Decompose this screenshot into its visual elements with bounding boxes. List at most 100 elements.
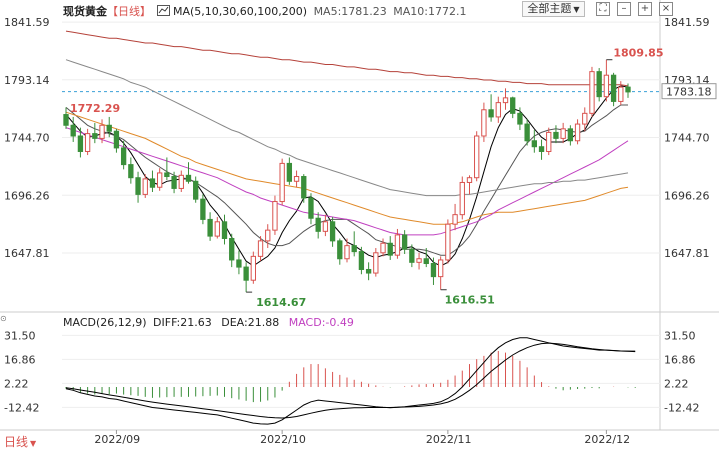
candle-body: [517, 112, 523, 125]
price-tick-left: 1647.81: [4, 247, 50, 260]
last-price-box: [661, 83, 717, 100]
candle-body: [596, 71, 602, 98]
price-tick-left: 1793.14: [4, 74, 50, 87]
candle-body: [193, 180, 199, 200]
candle-body: [474, 135, 480, 179]
candle-body: [243, 266, 249, 281]
macd-panel: [65, 337, 636, 425]
ma-line-ma60: [65, 127, 629, 236]
candle-body: [135, 177, 141, 195]
candle-body: [574, 123, 581, 142]
candle-body: [265, 229, 271, 242]
price-annotations: 1809.85 1772.29 1783.18 1614.67 1616.51: [70, 47, 717, 309]
macd-tick-left: 16.86: [4, 353, 36, 366]
period-tag[interactable]: 【日线】: [107, 5, 151, 18]
candle-body: [70, 124, 76, 137]
candle-body: [589, 71, 595, 114]
price-tick-left: 1696.26: [4, 189, 50, 202]
candle-body: [301, 176, 307, 199]
dea-value: DEA:21.88: [221, 316, 280, 329]
candle-body: [329, 221, 336, 242]
panel-divider-icon[interactable]: ⊙: [0, 314, 7, 323]
ma-indicator-icon[interactable]: [156, 5, 170, 16]
candle-body: [207, 218, 213, 237]
macd-tick-left: 2.22: [4, 377, 29, 390]
high-label: 1809.85: [613, 47, 663, 60]
candle-body: [524, 123, 530, 142]
ma5-value: MA5:1781.23: [313, 5, 387, 18]
candle-body: [171, 176, 177, 189]
candle-body: [164, 172, 170, 178]
ma-label: MA(5,10,30,60,100,200): [173, 5, 308, 18]
price-tick-right: 1647.81: [664, 247, 710, 260]
candle-body: [279, 162, 285, 203]
candle-body: [538, 146, 545, 152]
period-selector[interactable]: 日线 ▼: [4, 433, 36, 450]
low-label: 1616.51: [445, 294, 495, 307]
fullscreen-icon[interactable]: ⛶: [596, 2, 610, 16]
diff-line: [65, 337, 636, 425]
candle-body: [560, 128, 566, 139]
candle-body: [272, 201, 278, 231]
candle-body: [567, 128, 574, 142]
candle-body: [149, 178, 156, 188]
macd-tick-right: 31.50: [664, 329, 696, 342]
candle-body: [438, 259, 444, 278]
candle-body: [77, 135, 84, 152]
candle-body: [128, 164, 134, 179]
price-tick-right: 1841.59: [664, 16, 710, 29]
add-icon[interactable]: +: [638, 2, 652, 16]
candle-body: [257, 240, 264, 257]
theme-dropdown[interactable]: 全部主题 ▼: [522, 1, 585, 17]
chevron-down-icon: ▼: [30, 439, 37, 448]
ma10-value: MA10:1772.1: [393, 5, 467, 18]
candle-body: [445, 223, 451, 261]
candle-body: [236, 259, 242, 268]
close-icon[interactable]: ×: [659, 2, 673, 16]
candle-body: [322, 221, 329, 232]
macd-value: MACD:-0.49: [288, 316, 354, 329]
candle-body: [430, 263, 437, 278]
candle-body: [546, 131, 552, 152]
macd-tick-right: 2.22: [664, 377, 689, 390]
candle-body: [315, 217, 321, 232]
candle-body: [142, 178, 148, 195]
candle-body: [293, 176, 300, 182]
candle-body: [452, 214, 458, 225]
candlesticks: [63, 59, 631, 293]
candle-body: [120, 147, 127, 166]
candle-body: [92, 133, 98, 139]
last-price-label: 1783.18: [666, 86, 712, 99]
chevron-down-icon: ▼: [573, 5, 580, 14]
macd-tick-left: 31.50: [4, 329, 36, 342]
candle-body: [99, 124, 105, 139]
candle-body: [409, 248, 415, 263]
candle-body: [344, 245, 350, 260]
candle-body: [610, 74, 617, 102]
time-tick-label: 2022/12: [584, 433, 630, 446]
macd-header: MACD(26,12,9) DIFF:21.63 DEA:21.88 MACD:…: [63, 316, 354, 329]
candle-body: [200, 198, 206, 220]
candle-body: [373, 252, 379, 274]
candle-body: [387, 242, 393, 256]
candle-body: [553, 131, 559, 139]
price-tick-left: 1841.59: [4, 16, 50, 29]
candle-body: [495, 102, 501, 118]
candle-body: [157, 172, 163, 188]
chart-header: 现货黄金【日线】 MA(5,10,30,60,100,200) MA5:1781…: [63, 3, 467, 19]
macd-label: MACD(26,12,9): [63, 316, 147, 329]
candle-body: [84, 133, 91, 152]
candle-body: [510, 97, 516, 114]
time-tick-label: 2022/11: [426, 433, 472, 446]
minimize-icon[interactable]: –: [617, 2, 631, 16]
candle-body: [221, 221, 228, 239]
candle-body: [214, 221, 220, 237]
time-tick-label: 2022/10: [260, 433, 306, 446]
grid: [0, 0, 719, 434]
theme-dropdown-label: 全部主题: [527, 2, 572, 15]
candle-body: [466, 177, 473, 183]
diff-value: DIFF:21.63: [153, 316, 212, 329]
candle-body: [380, 242, 386, 254]
candle-body: [229, 237, 235, 261]
price-tick-right: 1696.26: [664, 189, 710, 202]
